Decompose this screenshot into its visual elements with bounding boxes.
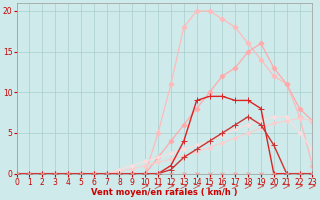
X-axis label: Vent moyen/en rafales ( km/h ): Vent moyen/en rafales ( km/h ) (91, 188, 238, 197)
